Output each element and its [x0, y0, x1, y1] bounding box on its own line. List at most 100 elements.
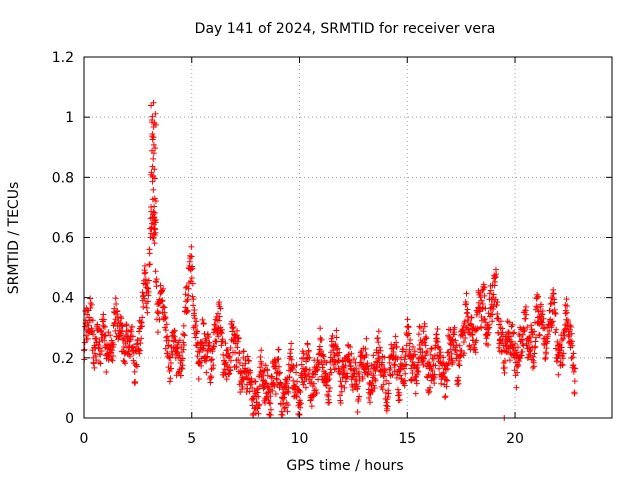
- data-point: [362, 346, 369, 353]
- data-point: [490, 291, 497, 298]
- data-point: [217, 305, 224, 312]
- data-point: [434, 335, 441, 342]
- data-point: [258, 347, 265, 354]
- data-point: [428, 346, 435, 353]
- data-point: [105, 356, 112, 363]
- data-point: [572, 365, 579, 372]
- data-point: [346, 357, 353, 364]
- data-point: [342, 362, 349, 369]
- data-point: [425, 359, 432, 366]
- data-point: [484, 332, 491, 339]
- data-point: [503, 348, 510, 355]
- data-point: [328, 335, 335, 342]
- data-point: [123, 322, 130, 329]
- data-point: [487, 305, 494, 312]
- data-point: [514, 361, 521, 368]
- data-point: [434, 326, 441, 333]
- data-point: [144, 298, 151, 305]
- data-point: [150, 150, 157, 157]
- data-point: [136, 328, 143, 335]
- data-point: [371, 385, 378, 392]
- data-point: [150, 155, 157, 162]
- data-point: [413, 377, 420, 384]
- data-point: [151, 195, 158, 202]
- data-point: [370, 372, 377, 379]
- data-point: [143, 304, 150, 311]
- data-point: [560, 350, 567, 357]
- data-point: [139, 289, 146, 296]
- data-point: [384, 394, 391, 401]
- data-point: [437, 353, 444, 360]
- data-point: [210, 362, 217, 369]
- data-point: [255, 402, 262, 409]
- data-point: [145, 288, 152, 295]
- data-point: [160, 303, 167, 310]
- data-point: [564, 303, 571, 310]
- data-point: [421, 355, 428, 362]
- data-point: [149, 235, 156, 242]
- data-point: [407, 350, 414, 357]
- data-point: [120, 336, 127, 343]
- data-point: [429, 367, 436, 374]
- data-point: [121, 358, 128, 365]
- data-point: [162, 327, 169, 334]
- data-point: [531, 344, 538, 351]
- data-point: [240, 348, 247, 355]
- data-point: [440, 369, 447, 376]
- data-point: [443, 383, 450, 390]
- data-point: [272, 390, 279, 397]
- data-point: [244, 353, 251, 360]
- data-point: [151, 120, 158, 127]
- data-point: [182, 291, 189, 298]
- data-point: [491, 278, 498, 285]
- data-point: [151, 175, 158, 182]
- data-point: [571, 378, 578, 385]
- data-point: [444, 377, 451, 384]
- data-point: [306, 366, 313, 373]
- data-point: [412, 390, 419, 397]
- data-point: [349, 373, 356, 380]
- data-point: [228, 318, 235, 325]
- data-point: [394, 355, 401, 362]
- data-point: [254, 405, 261, 412]
- data-point: [262, 362, 269, 369]
- data-point: [570, 350, 577, 357]
- data-point: [138, 323, 145, 330]
- data-point: [494, 315, 501, 322]
- data-point: [398, 375, 405, 382]
- data-point: [431, 380, 438, 387]
- data-point: [192, 322, 199, 329]
- data-point: [82, 323, 89, 330]
- data-point: [388, 345, 395, 352]
- data-point: [489, 311, 496, 318]
- data-point: [512, 340, 519, 347]
- data-point: [152, 197, 159, 204]
- data-point: [257, 354, 264, 361]
- data-point: [571, 365, 578, 372]
- data-point: [382, 368, 389, 375]
- data-point: [478, 297, 485, 304]
- data-point: [552, 310, 559, 317]
- data-point: [152, 268, 159, 275]
- data-point: [273, 359, 280, 366]
- data-point: [277, 380, 284, 387]
- data-point: [398, 354, 405, 361]
- data-point: [465, 317, 472, 324]
- data-point: [544, 331, 551, 338]
- data-point: [212, 316, 219, 323]
- data-point: [537, 301, 544, 308]
- data-point: [480, 281, 487, 288]
- data-point: [524, 324, 531, 331]
- data-point: [161, 309, 168, 316]
- data-point: [320, 353, 327, 360]
- data-point: [265, 396, 272, 403]
- data-point: [318, 336, 325, 343]
- data-point: [87, 295, 94, 302]
- data-point: [436, 346, 443, 353]
- data-point: [317, 325, 324, 332]
- x-tick-label: 0: [80, 431, 89, 447]
- data-point: [422, 342, 429, 349]
- data-point: [512, 372, 519, 379]
- data-point: [563, 296, 570, 303]
- data-point: [457, 353, 464, 360]
